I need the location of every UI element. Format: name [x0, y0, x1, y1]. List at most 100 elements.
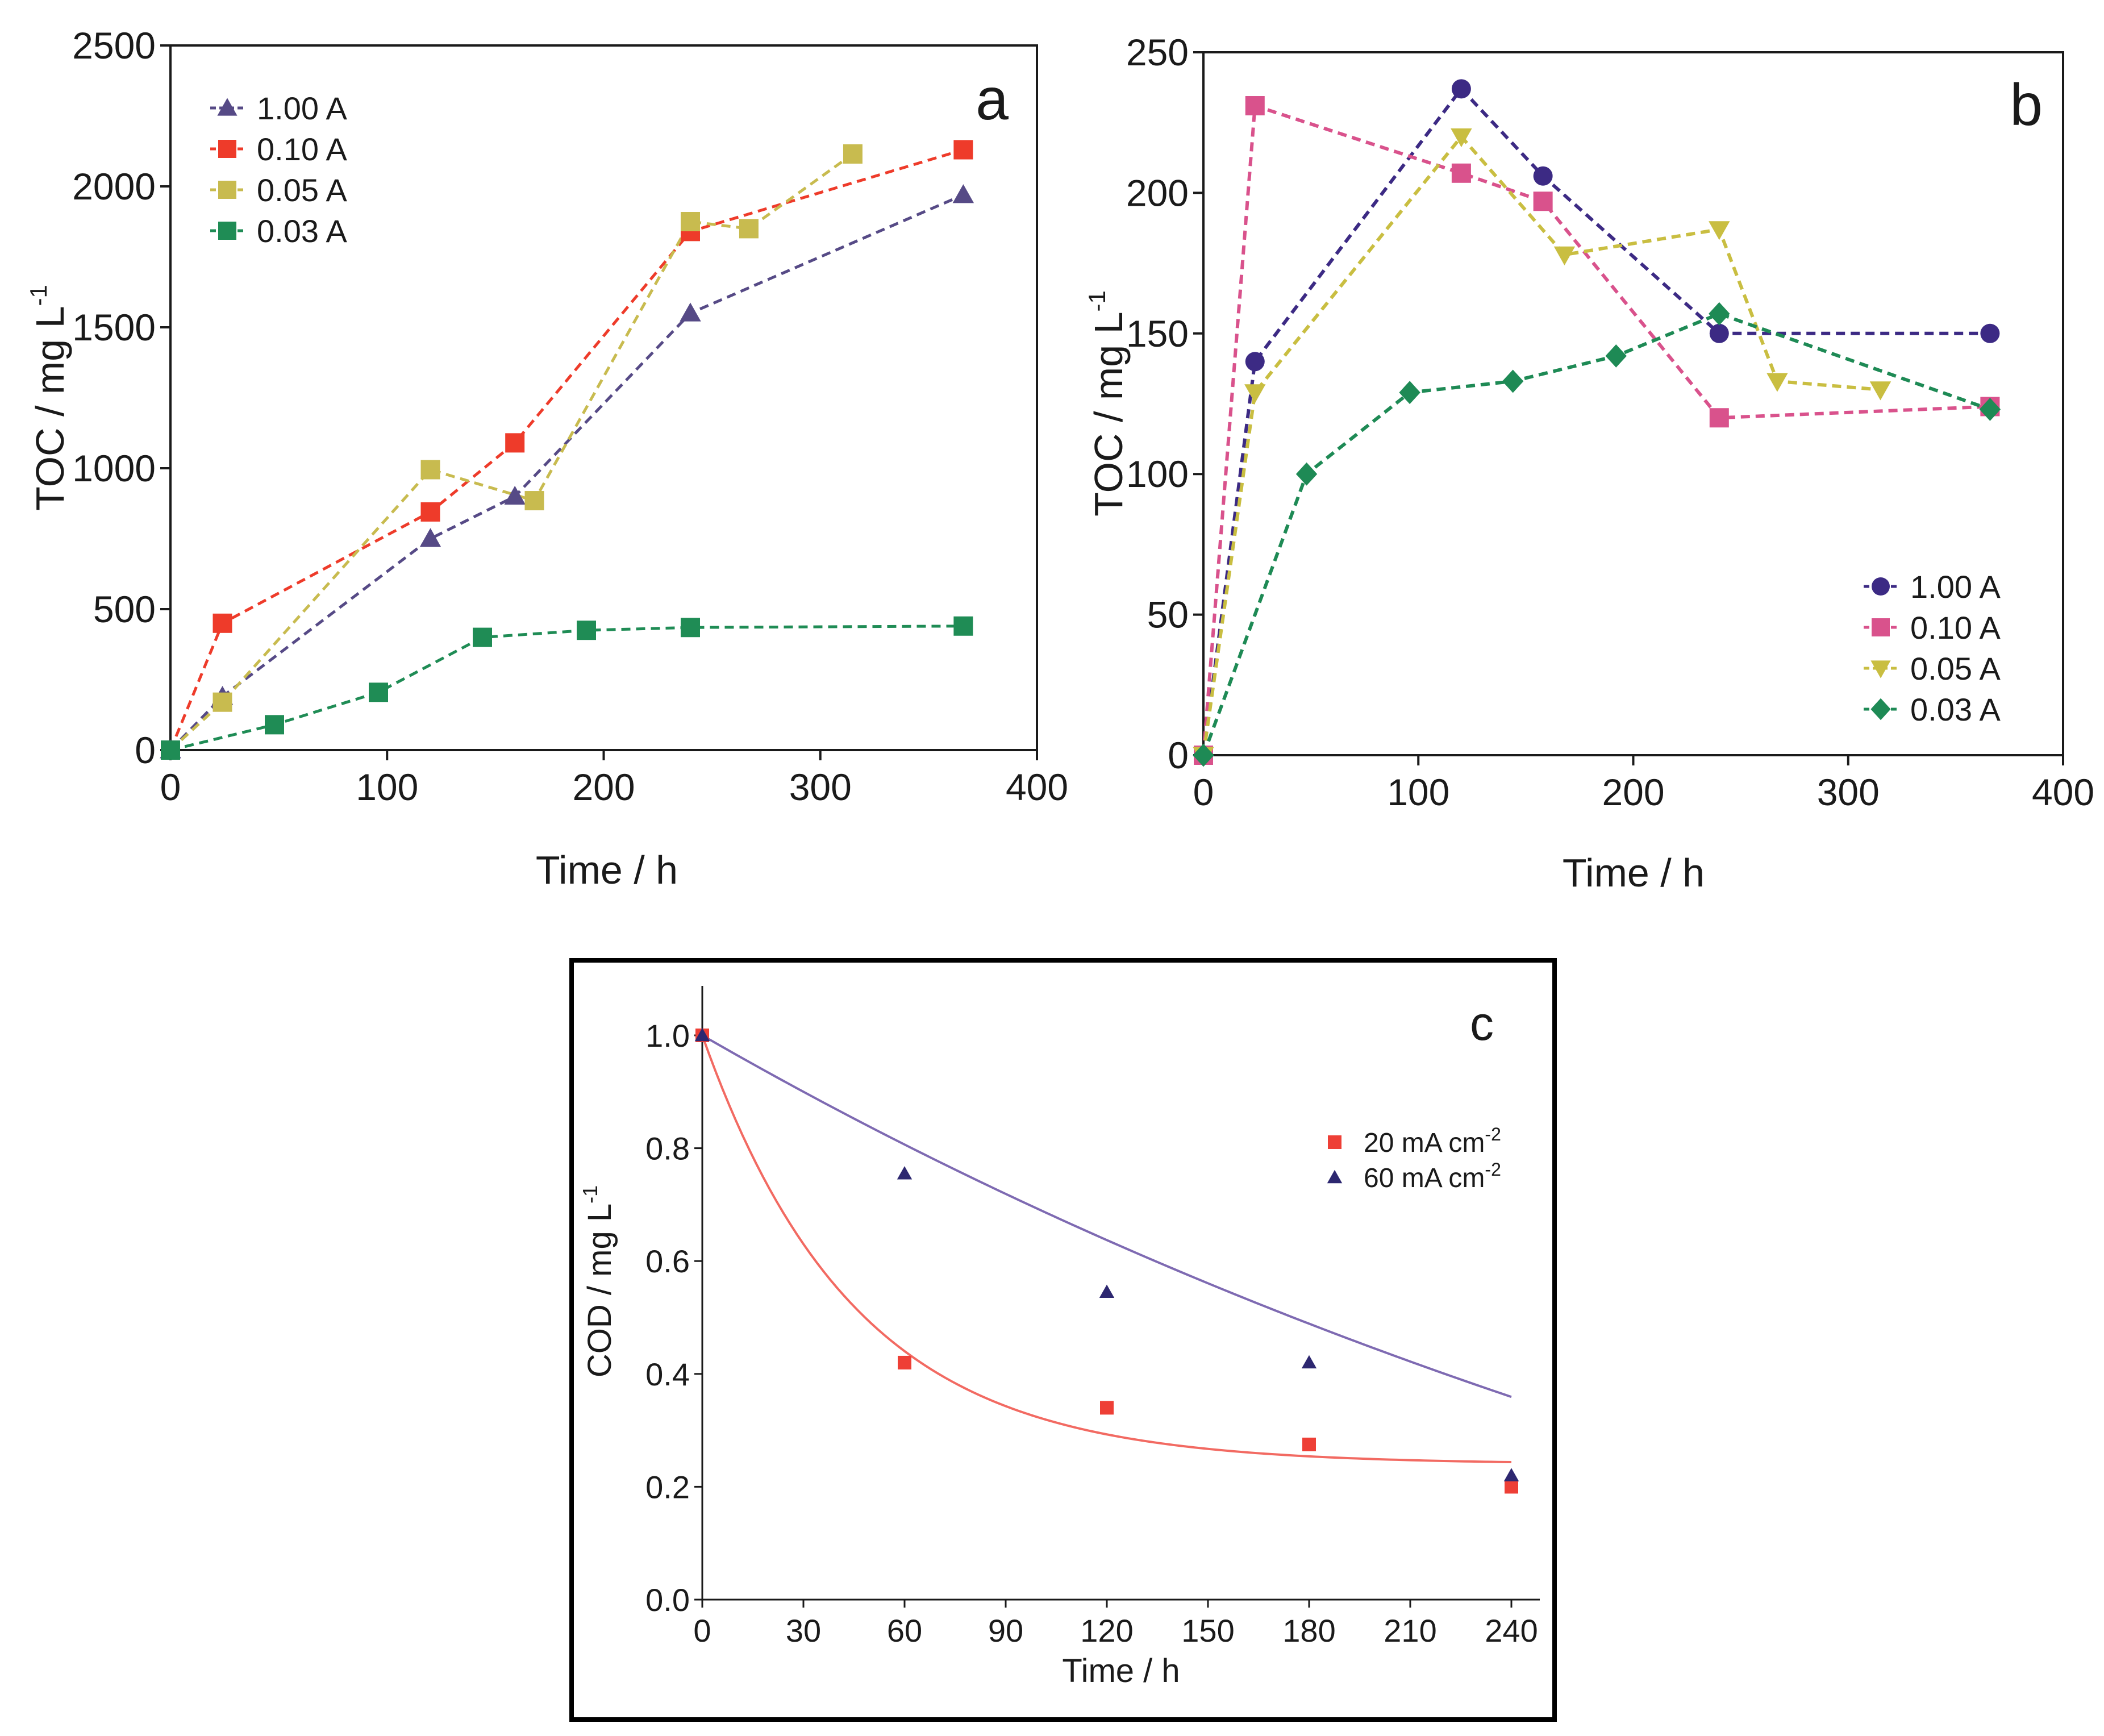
- chart-panel-a: 0 100 200 300 400 0 500 1000 1500 2000 2500 1.00 A…: [25, 24, 1068, 892]
- x-tick-label-b-2: 200: [1602, 771, 1664, 813]
- series-line-b-2: [1202, 134, 1881, 756]
- series-group-a: [160, 140, 974, 760]
- y-tick-label-a-4: 2000: [72, 165, 156, 207]
- legend-marker-b-1: [1872, 618, 1890, 636]
- legend-label-b-1: 0.10 A: [1910, 610, 2001, 646]
- legend-c: 20 mA cm-260 mA cm-2: [1327, 1124, 1501, 1193]
- series-group-b: [1193, 79, 2001, 767]
- legend-marker-b-0: [1872, 577, 1890, 596]
- fit-curves-c: [701, 1034, 1512, 1464]
- data-point-c-1-1: [897, 1166, 913, 1180]
- axis-ticks-b: 0 100 200 300 400 0 50 100 150 200 250: [1126, 31, 2094, 813]
- chart-panel-b: 0 100 200 300 400 0 50 100 150 200 250 1.00 A 0.10 …: [1084, 31, 2094, 895]
- legend-marker-c-0: [1328, 1135, 1341, 1149]
- x-tick-label-c-1: 30: [786, 1613, 821, 1648]
- data-point-b-0-3: [1533, 166, 1553, 186]
- data-point-a-2-6: [843, 144, 863, 164]
- legend-label-a-0: 1.00 A: [257, 90, 347, 126]
- panel-label-b: b: [2010, 72, 2043, 138]
- series-line-a-0: [169, 193, 964, 751]
- data-point-b-2-2: [1451, 128, 1472, 148]
- data-point-b-3-1: [1295, 462, 1318, 486]
- svg-text:TOC / mg L-1: TOC / mg L-1: [25, 285, 72, 511]
- y-tick-label-a-5: 2500: [72, 24, 156, 66]
- fit-curve-c-1: [702, 1034, 1512, 1398]
- x-tick-label-a-2: 200: [572, 766, 635, 808]
- x-axis-title-c: Time / h: [1062, 1652, 1180, 1689]
- y-axis-title-c-sup: -1: [578, 1185, 602, 1204]
- y-axis-title-b-sup: -1: [1084, 290, 1110, 311]
- data-point-c-1-4: [1503, 1468, 1519, 1481]
- svg-text:COD / mg L-1: COD / mg L-1: [578, 1185, 618, 1377]
- axis-ticks-c: 0 30 60 90 120 150 180 210 240 0.0 0.2 0.4 0.6 0.8 1.0: [645, 1018, 1538, 1648]
- y-tick-label-b-1: 50: [1147, 594, 1189, 636]
- legend-marker-a-2: [218, 181, 236, 199]
- x-tick-label-c-6: 180: [1282, 1613, 1335, 1648]
- svg-text:TOC / mg L-1: TOC / mg L-1: [1084, 290, 1131, 517]
- legend-label-b-3: 0.03 A: [1910, 692, 2001, 727]
- x-tick-label-b-4: 400: [2032, 771, 2094, 813]
- x-tick-label-c-3: 90: [988, 1613, 1023, 1648]
- legend-label-c-1-main: 60 mA cm: [1364, 1163, 1485, 1193]
- panel-label-a: a: [976, 66, 1009, 132]
- data-point-b-1-2: [1451, 163, 1471, 183]
- legend-marker-a-3: [218, 222, 236, 240]
- series-line-a-3: [170, 625, 964, 752]
- panel-label-c: c: [1470, 997, 1494, 1050]
- data-point-b-3-5: [1709, 302, 1730, 326]
- data-point-b-2-4: [1709, 221, 1730, 240]
- data-point-b-0-5: [1980, 323, 2000, 343]
- y-tick-label-b-2: 100: [1126, 453, 1189, 495]
- data-point-b-3-0: [1193, 743, 1214, 767]
- data-point-a-2-1: [213, 692, 232, 712]
- series-line-b-1: [1202, 103, 1990, 756]
- data-point-b-3-2: [1399, 381, 1420, 405]
- y-axis-title-b-main: TOC / mg L: [1086, 311, 1131, 516]
- y-tick-label-c-5: 1.0: [645, 1018, 690, 1054]
- data-point-b-1-3: [1533, 191, 1553, 211]
- chart-panel-c: 0 30 60 90 120 150 180 210 240 0.0 0.2 0.4 0.6 0.8 1.0…: [569, 958, 1557, 1722]
- series-group-c: [694, 1027, 1519, 1494]
- y-axis-title-b: TOC / mg L-1: [1084, 290, 1131, 517]
- data-point-b-0-1: [1245, 352, 1265, 372]
- legend-a: 1.00 A 0.10 A 0.05 A 0.03 A: [210, 90, 347, 249]
- x-tick-label-a-4: 400: [1006, 766, 1068, 808]
- y-axis-title-a-sup: -1: [25, 285, 52, 306]
- x-tick-label-c-5: 150: [1181, 1613, 1234, 1648]
- data-point-c-0-1: [898, 1355, 911, 1369]
- data-point-b-1-1: [1245, 96, 1265, 116]
- data-point-a-1-3: [505, 433, 525, 453]
- legend-b: 1.00 A 0.10 A 0.05 A 0.03 A: [1864, 569, 2001, 727]
- legend-label-b-2: 0.05 A: [1910, 651, 2001, 686]
- data-point-a-3-6: [953, 616, 973, 636]
- data-point-a-0-3: [504, 485, 526, 505]
- data-point-a-2-2: [420, 460, 440, 480]
- legend-marker-c-1: [1327, 1169, 1343, 1184]
- fit-curve-c-0: [701, 1035, 1512, 1464]
- data-point-a-0-4: [680, 302, 701, 322]
- x-tick-label-b-1: 100: [1387, 771, 1449, 813]
- y-tick-label-b-5: 250: [1126, 31, 1189, 73]
- x-tick-label-c-4: 120: [1080, 1613, 1133, 1648]
- series-line-a-1: [169, 148, 964, 751]
- data-point-a-2-3: [524, 491, 544, 511]
- x-axis-title-b: Time / h: [1563, 851, 1705, 895]
- series-line-b-0: [1202, 86, 1990, 756]
- data-point-c-1-0: [694, 1027, 710, 1042]
- legend-label-b-0: 1.00 A: [1910, 569, 2001, 605]
- legend-label-c-1: 60 mA cm-2: [1364, 1159, 1501, 1193]
- data-point-b-0-2: [1451, 79, 1471, 99]
- y-tick-label-a-0: 0: [135, 729, 156, 771]
- data-point-b-3-6: [1979, 397, 2001, 421]
- legend-label-c-1-sup: -2: [1485, 1159, 1501, 1180]
- x-tick-label-b-0: 0: [1193, 771, 1214, 813]
- x-axis-title-a: Time / h: [536, 848, 678, 892]
- x-tick-label-c-2: 60: [887, 1613, 922, 1648]
- x-tick-label-c-7: 210: [1384, 1613, 1436, 1648]
- legend-marker-a-0: [217, 98, 238, 116]
- plot-frame-b: [1202, 51, 2064, 756]
- data-point-b-2-1: [1244, 384, 1266, 403]
- y-axis-title-a: TOC / mg L-1: [25, 285, 72, 511]
- data-point-b-2-5: [1766, 373, 1788, 392]
